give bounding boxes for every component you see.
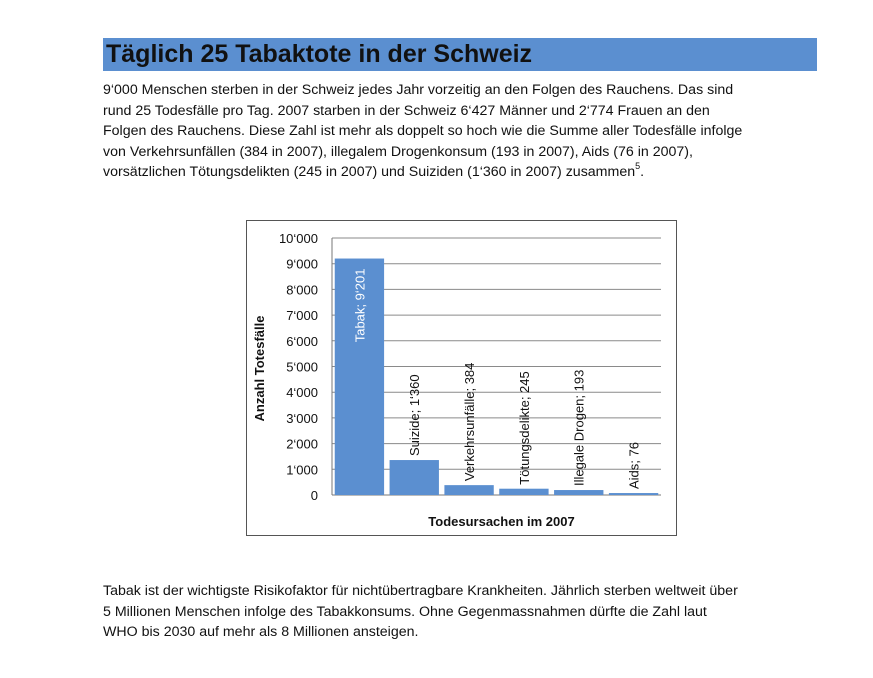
y-tick-label: 5‘000: [286, 360, 318, 375]
y-tick-label: 7‘000: [286, 308, 318, 323]
bar-tabak: [334, 258, 385, 495]
y-tick-label: 4‘000: [286, 385, 318, 400]
deaths-bar-chart: 0 1‘000 2‘000 3‘000 4‘000 5‘000 6‘000 7‘000 8‘00…: [252, 231, 661, 529]
outro-line: WHO bis 2030 auf mehr als 8 Millionen an…: [103, 624, 419, 640]
page-title: Täglich 25 Tabaktote in der Schweiz: [106, 40, 533, 68]
x-axis-title: Todesursachen im 2007: [428, 514, 574, 529]
intro-end: .: [640, 164, 645, 180]
intro-line: 9‘000 Menschen sterben in der Schweiz je…: [103, 82, 734, 98]
bar-t-tungsdelikte: [499, 488, 549, 495]
bar-suizide: [389, 460, 439, 495]
data-label: Aids; 76: [627, 442, 642, 489]
data-label: Tabak; 9‘201: [352, 269, 367, 343]
data-label: Suizide; 1‘360: [407, 374, 422, 456]
y-tick-label: 8‘000: [286, 282, 318, 297]
intro-line: rund 25 Todesfälle pro Tag. 2007 starben…: [103, 102, 710, 119]
outro-paragraph: Tabak ist der wichtigste Risikofaktor fü…: [103, 581, 843, 643]
footnote-marker: 5: [635, 161, 641, 171]
outro-line: Tabak ist der wichtigste Risikofaktor fü…: [103, 583, 738, 599]
bar-illegale-drogen: [554, 490, 604, 495]
bar-verkehrsunf-lle: [444, 485, 494, 495]
outro-line: 5 Millionen Menschen infolge des Tabakko…: [103, 603, 707, 620]
chart-frame: 0 1‘000 2‘000 3‘000 4‘000 5‘000 6‘000 7‘000 8‘00…: [246, 220, 677, 536]
intro-line: Folgen des Rauchens. Diese Zahl ist mehr…: [103, 123, 743, 139]
intro-paragraph: 9‘000 Menschen sterben in der Schweiz je…: [103, 80, 843, 183]
y-tick-label: 2‘000: [286, 437, 318, 452]
data-label: Illegale Drogen; 193: [572, 370, 587, 486]
y-tick-label: 10‘000: [279, 231, 318, 246]
intro-line: von Verkehrsunfällen (384 in 2007), ille…: [103, 143, 693, 160]
data-label: Tötungsdelikte; 245: [517, 371, 532, 484]
bar-aids: [608, 493, 659, 495]
y-tick-label: 1‘000: [286, 462, 318, 477]
y-axis-title: Anzahl Totesfälle: [252, 316, 267, 422]
page-heading: Täglich 25 Tabaktote in der Schweiz: [103, 38, 817, 71]
data-label: Verkehrsunfälle; 384: [462, 363, 477, 482]
intro-line: vorsätzlichen Tötungsdelikten (245 in 20…: [103, 164, 636, 180]
y-tick-label: 0: [311, 488, 318, 503]
y-tick-label: 3‘000: [286, 411, 318, 426]
y-tick-label: 6‘000: [286, 334, 318, 349]
y-tick-label: 9‘000: [286, 257, 318, 272]
